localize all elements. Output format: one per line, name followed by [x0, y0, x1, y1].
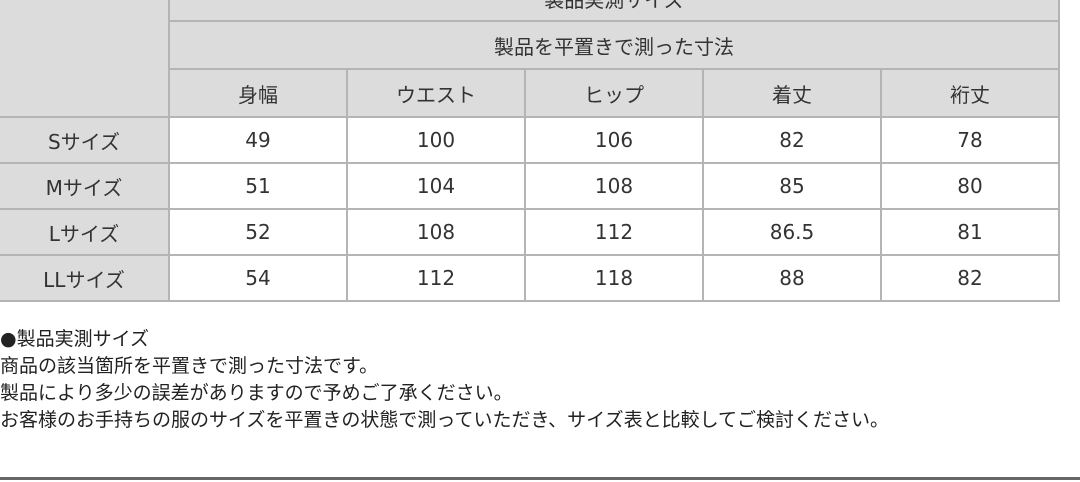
column-header: 着丈: [702, 68, 882, 118]
table-cell: 81: [880, 208, 1060, 256]
column-header: ヒップ: [524, 68, 704, 118]
table-cell: 49: [168, 116, 348, 164]
table-cell: 52: [168, 208, 348, 256]
column-header: 裄丈: [880, 68, 1060, 118]
table-cell: 118: [524, 254, 704, 302]
size-label: Lサイズ: [0, 208, 170, 256]
column-header-row: 身幅 ウエスト ヒップ 着丈 裄丈: [0, 68, 1060, 118]
column-header: 身幅: [168, 68, 348, 118]
table-cell: 82: [702, 116, 882, 164]
table-row: LLサイズ 54 112 118 88 82: [0, 254, 1060, 302]
size-label: Sサイズ: [0, 116, 170, 164]
table-cell: 104: [346, 162, 526, 210]
size-label: LLサイズ: [0, 254, 170, 302]
size-label: Mサイズ: [0, 162, 170, 210]
column-header: ウエスト: [346, 68, 526, 118]
note-line: ●製品実測サイズ: [0, 328, 150, 350]
notes: ●製品実測サイズ 商品の該当箇所を平置きで測った寸法です。 製品により多少の誤差…: [0, 326, 889, 434]
note-line: 商品の該当箇所を平置きで測った寸法です。: [0, 355, 379, 377]
table-cell: 106: [524, 116, 704, 164]
note-line: お客様のお手持ちの服のサイズを平置きの状態で測っていただき、サイズ表と比較してご…: [0, 409, 890, 431]
table-cell: 82: [880, 254, 1060, 302]
table-cell: 88: [702, 254, 882, 302]
table-row: Sサイズ 49 100 106 82 78: [0, 116, 1060, 164]
table-cell: 51: [168, 162, 348, 210]
table-cell: 78: [880, 116, 1060, 164]
table-title: 製品実測サイズ: [168, 0, 1060, 22]
note-line: 製品により多少の誤差がありますので予めご了承ください。: [0, 382, 513, 404]
table-cell: 100: [346, 116, 526, 164]
table-cell: 54: [168, 254, 348, 302]
table-cell: 112: [524, 208, 704, 256]
table-cell: 108: [346, 208, 526, 256]
table-cell: 108: [524, 162, 704, 210]
table-cell: 80: [880, 162, 1060, 210]
corner-cell: [0, 0, 170, 118]
table-row: Mサイズ 51 104 108 85 80: [0, 162, 1060, 210]
table-subtitle: 製品を平置きで測った寸法: [168, 20, 1060, 70]
table-row: Lサイズ 52 108 112 86.5 81: [0, 208, 1060, 256]
table-cell: 85: [702, 162, 882, 210]
table-cell: 86.5: [702, 208, 882, 256]
divider: [0, 477, 1080, 480]
table-cell: 112: [346, 254, 526, 302]
